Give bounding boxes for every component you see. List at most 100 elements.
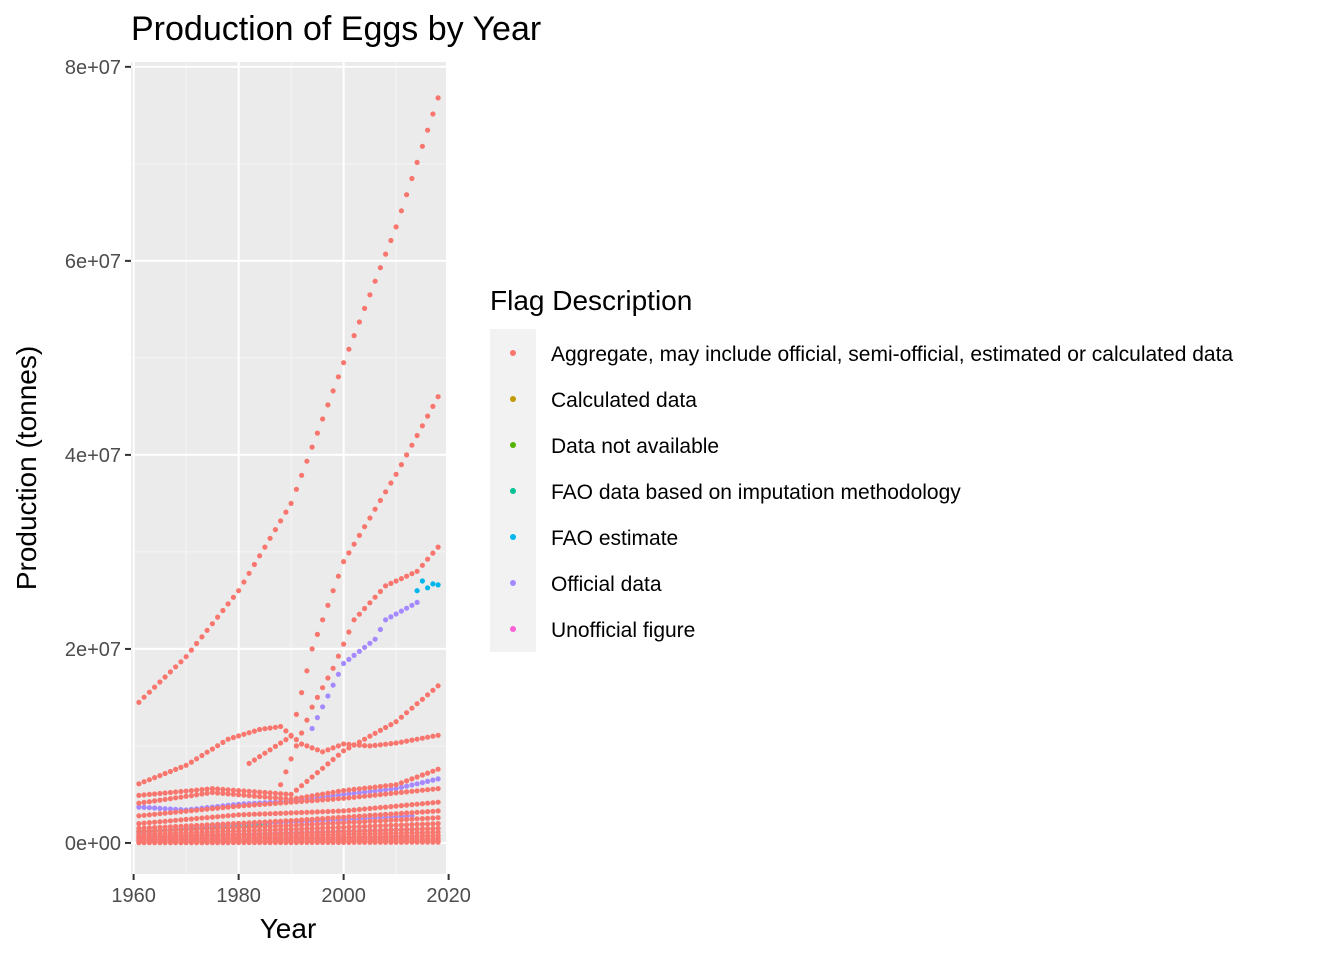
x-tick-label: 1960 <box>111 885 156 907</box>
data-point <box>136 840 142 846</box>
data-point <box>299 472 305 478</box>
data-point <box>215 821 221 828</box>
data-point <box>335 814 341 821</box>
data-point <box>383 787 389 793</box>
data-point <box>404 452 410 458</box>
data-point <box>157 773 163 779</box>
data-point <box>398 817 404 823</box>
data-point <box>419 839 425 845</box>
data-point <box>262 544 268 550</box>
data-point <box>304 458 310 464</box>
data-point <box>409 571 415 577</box>
data-point <box>367 823 373 829</box>
y-tick-label: 8e+07 <box>65 57 121 79</box>
data-point <box>346 814 352 820</box>
data-point <box>435 776 441 782</box>
data-point <box>414 701 420 707</box>
data-point <box>325 825 331 831</box>
data-point <box>372 730 378 736</box>
data-point <box>283 509 289 515</box>
data-point <box>383 791 389 797</box>
data-point <box>414 736 420 742</box>
data-point <box>388 580 394 587</box>
data-point <box>362 819 368 825</box>
data-point <box>283 810 289 816</box>
data-point <box>393 817 399 823</box>
data-point <box>220 607 226 614</box>
data-point <box>272 800 278 807</box>
data-point <box>320 685 326 691</box>
data-point <box>194 815 200 822</box>
data-point <box>314 430 320 436</box>
data-point <box>236 733 242 739</box>
data-point <box>293 826 299 832</box>
data-point <box>330 745 336 751</box>
data-point <box>341 791 347 798</box>
data-point <box>173 789 179 795</box>
data-point <box>314 825 320 831</box>
data-point <box>341 820 347 826</box>
data-point <box>152 811 158 817</box>
data-point <box>194 840 200 846</box>
data-point <box>430 839 436 845</box>
data-point <box>356 839 362 845</box>
data-point <box>367 818 373 824</box>
data-point <box>309 809 315 815</box>
data-point <box>136 792 142 799</box>
data-point <box>167 669 173 675</box>
data-point <box>146 777 152 783</box>
data-point <box>335 796 341 802</box>
data-point <box>262 811 268 817</box>
data-point <box>377 823 383 829</box>
data-point <box>251 839 257 846</box>
data-point <box>293 817 299 823</box>
legend-key <box>510 488 516 494</box>
data-point <box>409 826 415 832</box>
data-point <box>425 413 431 419</box>
data-point <box>430 111 436 117</box>
data-point <box>267 725 273 731</box>
data-point <box>398 803 404 809</box>
data-point <box>435 825 441 832</box>
data-point <box>414 816 420 822</box>
data-point <box>283 791 289 797</box>
data-point <box>194 756 200 762</box>
data-point <box>320 416 326 422</box>
data-point <box>241 731 247 737</box>
data-point <box>220 821 226 827</box>
data-point <box>435 95 441 101</box>
data-point <box>246 788 252 794</box>
data-point <box>362 806 368 812</box>
data-point <box>272 818 278 825</box>
x-tick-label: 2000 <box>321 885 366 907</box>
data-point <box>409 175 415 182</box>
data-point <box>388 822 394 829</box>
data-point <box>246 760 252 767</box>
data-point <box>173 766 179 773</box>
data-point <box>267 839 273 846</box>
data-point <box>377 783 383 790</box>
data-point <box>320 749 326 755</box>
data-point <box>325 675 331 681</box>
data-point <box>220 840 226 846</box>
data-point <box>388 237 394 244</box>
data-point <box>362 605 368 612</box>
data-point <box>262 823 268 830</box>
data-point <box>262 801 268 807</box>
data-point <box>304 717 310 723</box>
data-point <box>388 786 394 792</box>
data-point <box>383 251 389 257</box>
data-point <box>309 798 315 804</box>
data-point <box>388 741 394 747</box>
data-point <box>204 749 210 755</box>
data-point <box>251 824 257 830</box>
data-point <box>194 787 200 793</box>
data-point <box>393 719 399 725</box>
data-point <box>236 588 242 594</box>
data-point <box>246 824 252 830</box>
x-axis: 1960 1980 2000 2020 <box>111 874 471 907</box>
data-point <box>398 780 404 786</box>
data-point <box>188 808 194 814</box>
data-point <box>262 726 268 732</box>
data-point <box>304 798 310 804</box>
